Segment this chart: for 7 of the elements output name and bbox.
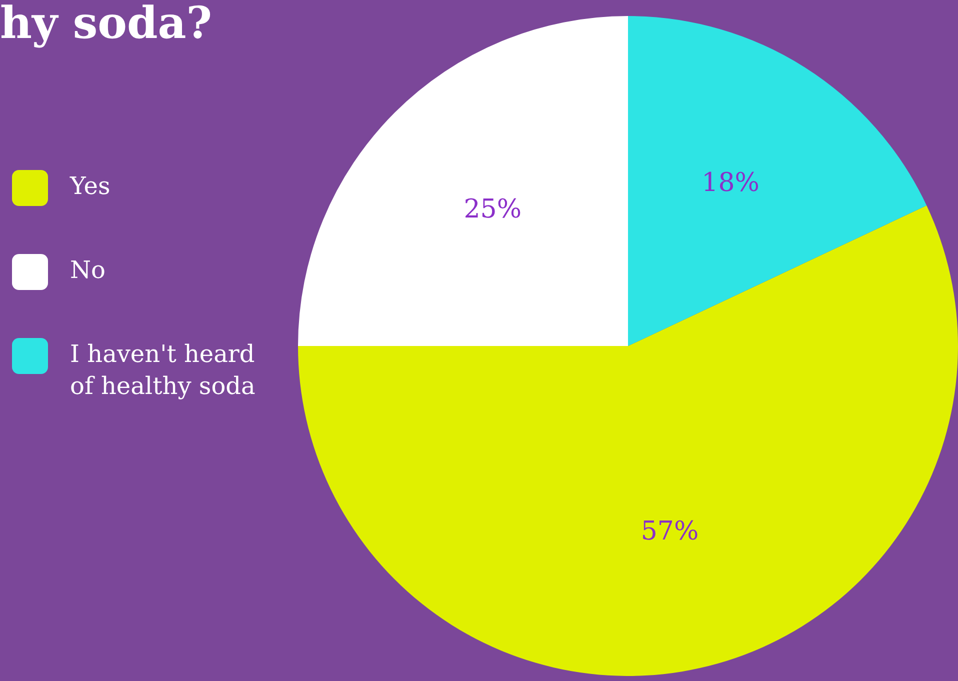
chart-title: hy soda? (0, 0, 212, 49)
data-label: 57% (640, 516, 699, 547)
legend-label: No (70, 255, 106, 286)
legend-label: I haven't heard of healthy soda (70, 339, 256, 402)
data-label: 18% (702, 168, 760, 198)
data-label: 25% (464, 194, 522, 224)
legend-label: Yes (70, 171, 112, 202)
